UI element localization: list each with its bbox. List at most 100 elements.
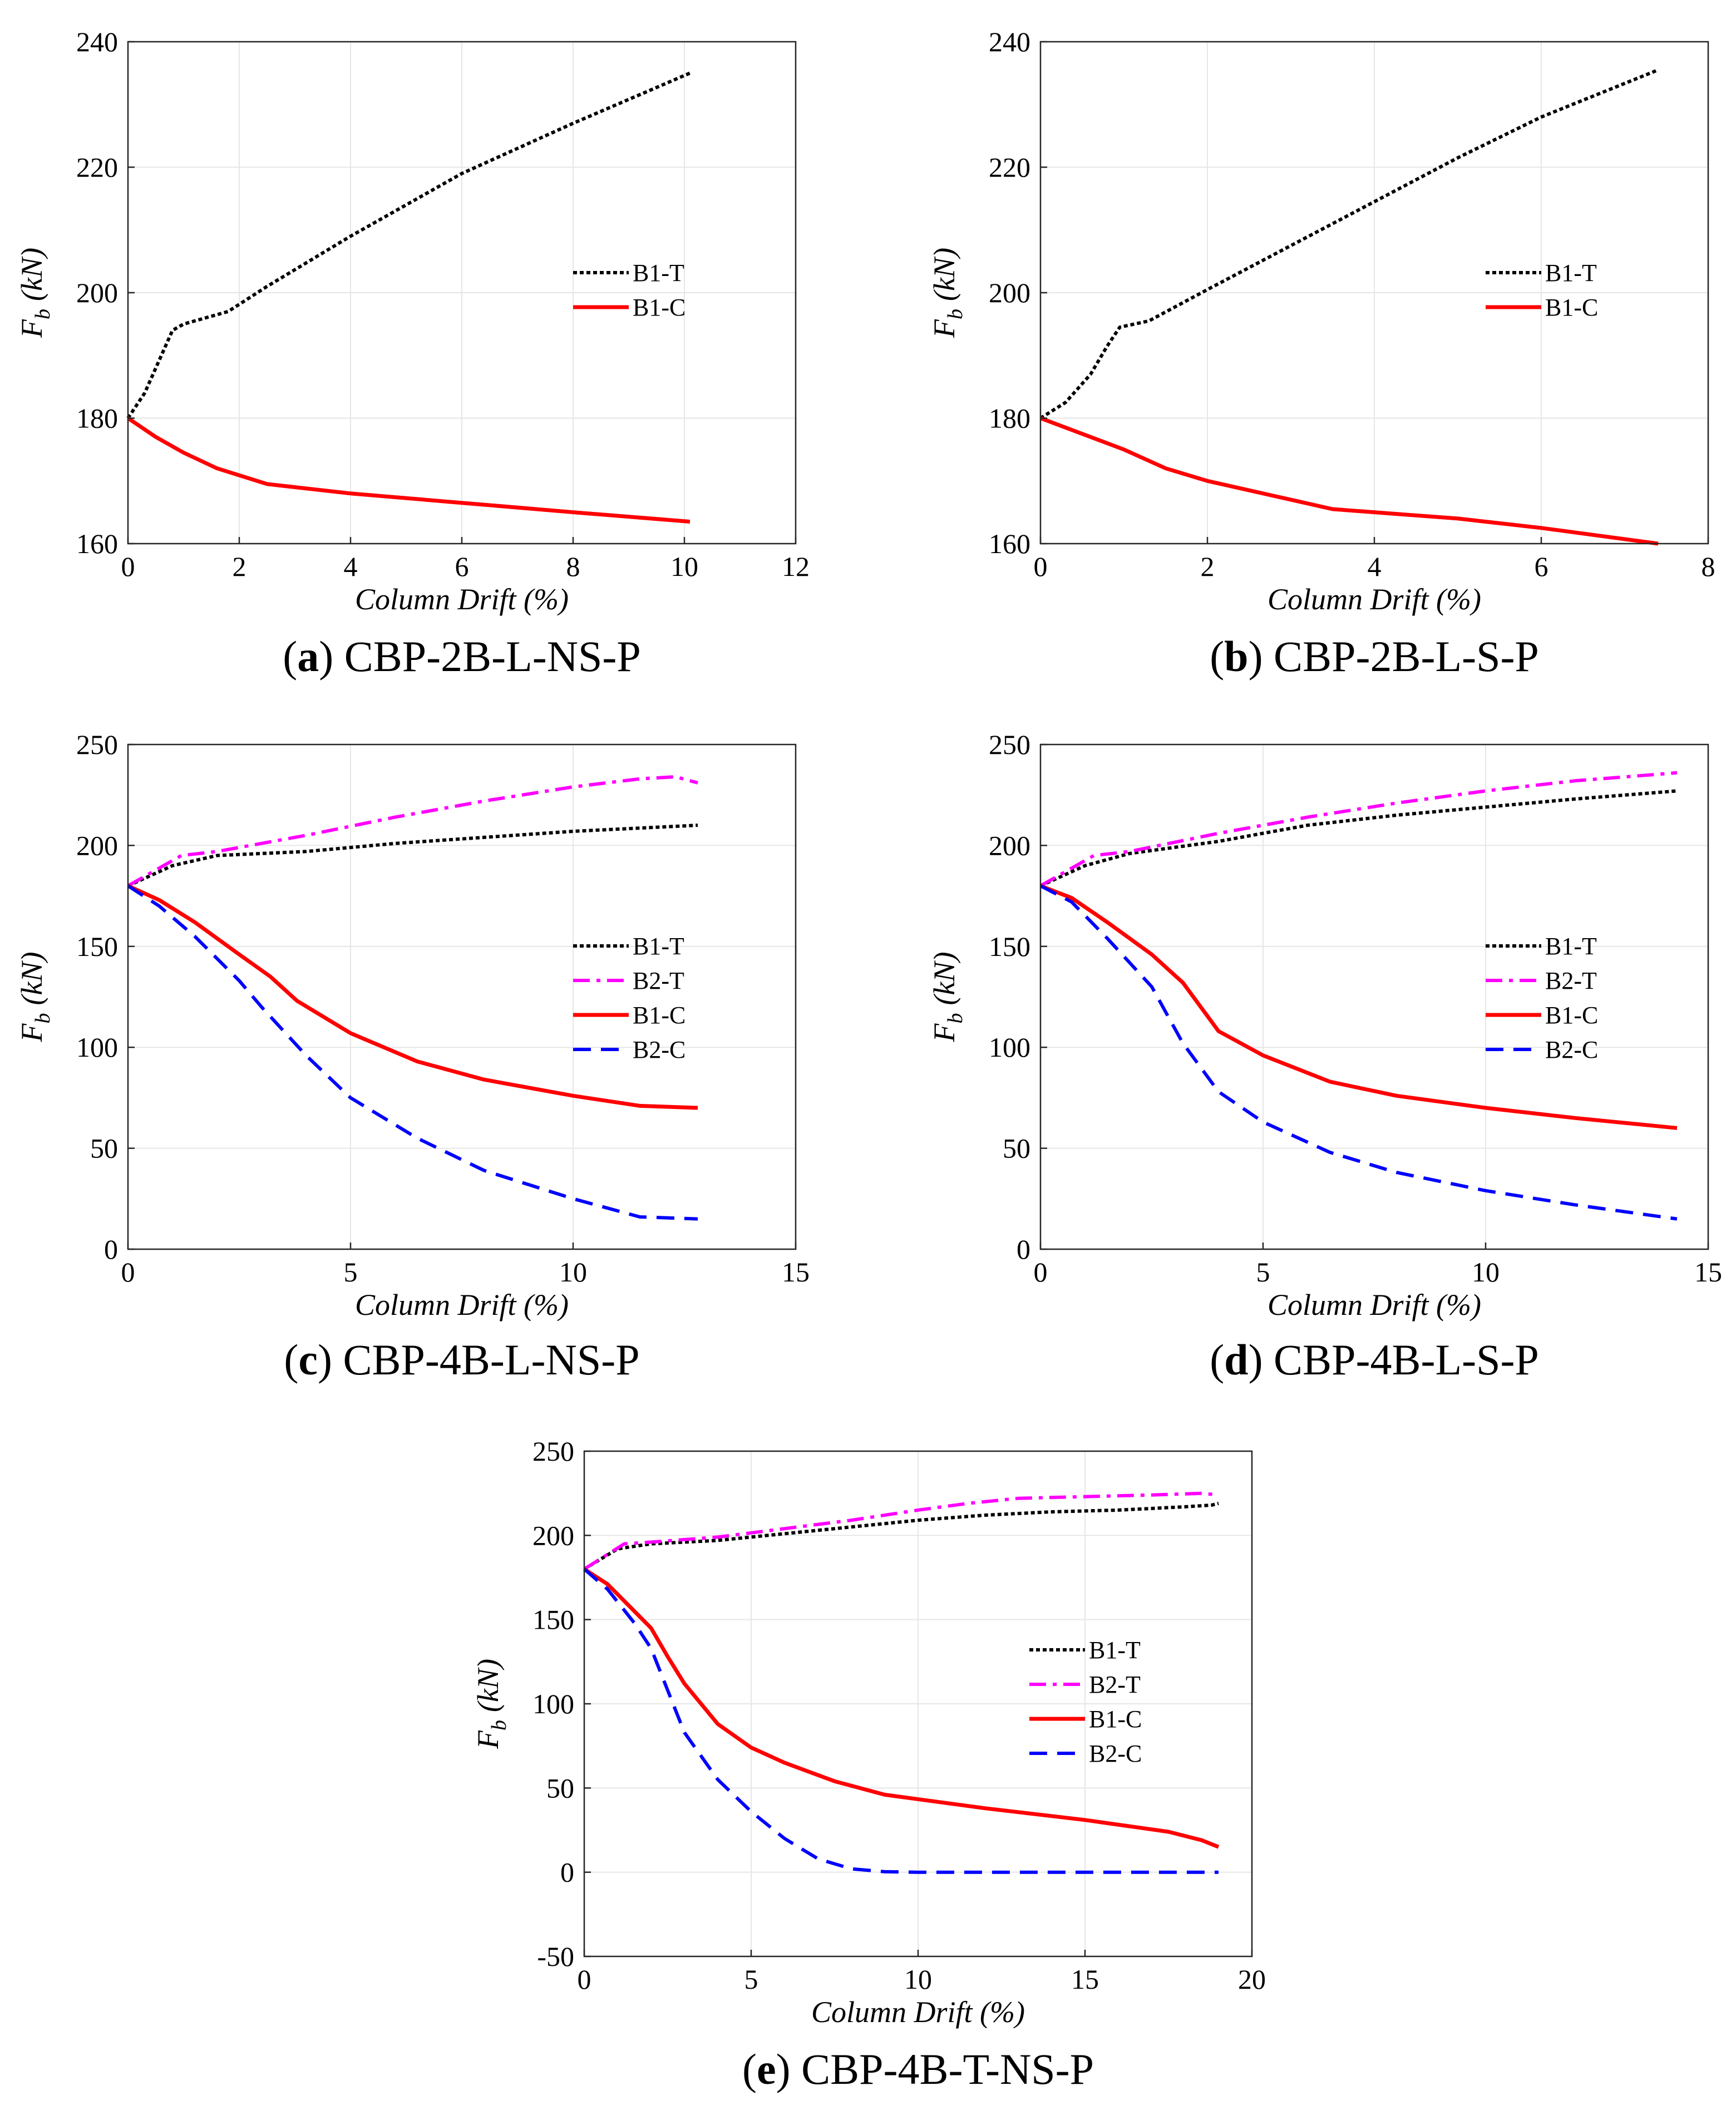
y-axis-label-unit: (kN): [928, 248, 961, 301]
series-line-b1-c: [127, 884, 698, 1110]
x-axis-label: Column Drift (%): [1268, 1288, 1481, 1322]
legend: B1-T B2-T B1-C B2-C: [1029, 1636, 1142, 1767]
legend-label-b2-t: B2-T: [1089, 1671, 1141, 1698]
x-tick-label: 10: [1472, 1256, 1500, 1288]
y-tick-label: 250: [76, 729, 118, 760]
y-tick-label: 220: [989, 152, 1030, 183]
y-tick-label: 200: [989, 830, 1030, 861]
x-tick-label: 2: [233, 551, 246, 582]
y-tick-label: 150: [532, 1604, 574, 1635]
caption-title: CBP-4B-T-NS-P: [801, 2045, 1094, 2093]
series-line-b1-t: [126, 71, 691, 420]
caption-letter: b: [1224, 632, 1248, 681]
x-tick-label: 8: [566, 551, 580, 582]
x-tick-label: 5: [344, 1256, 358, 1288]
series-line-b1-t: [1039, 789, 1678, 888]
caption-paren-open: (: [742, 2045, 757, 2093]
y-axis-label-main: F: [15, 1023, 48, 1042]
y-tick-label: 50: [546, 1772, 574, 1803]
series-line-b2-t: [1039, 771, 1678, 888]
y-tick-label: 160: [989, 528, 1030, 559]
caption-paren-open: (: [1210, 1335, 1224, 1384]
series-line-b1-c: [127, 416, 691, 524]
y-axis-label-sub: b: [31, 1013, 55, 1023]
axes-box: [127, 743, 797, 1250]
y-axis-label: Fb (kN): [928, 248, 967, 338]
y-tick-label: 100: [76, 1032, 118, 1063]
y-tick-label: 150: [989, 931, 1030, 962]
y-tick-label: 200: [989, 277, 1030, 308]
caption-letter: a: [297, 632, 319, 681]
series-line-b1-c: [583, 1567, 1220, 1849]
legend-label-b1-c: B1-C: [1545, 294, 1598, 321]
y-tick-label: 220: [76, 152, 118, 183]
caption-paren-close: ): [319, 632, 344, 681]
y-tick-label: 180: [76, 403, 118, 434]
y-axis-label: Fb (kN): [15, 248, 55, 338]
x-tick-label: 4: [344, 551, 358, 582]
caption-title: CBP-2B-L-NS-P: [344, 632, 641, 681]
y-tick-label: 250: [989, 729, 1030, 760]
x-tick-label: 15: [1071, 1964, 1099, 1995]
legend-label-b2-t: B2-T: [1545, 967, 1597, 994]
legend-label-b1-c: B1-C: [1545, 1002, 1598, 1029]
y-axis-label-main: F: [928, 319, 961, 338]
caption: (b) CBP-2B-L-S-P: [1210, 632, 1539, 681]
y-tick-label: 50: [1003, 1133, 1030, 1164]
x-tick-label: 8: [1702, 551, 1715, 582]
legend-label-b1-c: B1-C: [633, 294, 685, 321]
x-tick-label: 0: [578, 1964, 591, 1995]
x-tick-label: 10: [904, 1964, 932, 1995]
legend-label-b2-t: B2-T: [633, 967, 684, 994]
x-tick-label: 5: [744, 1964, 758, 1995]
caption: (c) CBP-4B-L-NS-P: [284, 1335, 639, 1384]
caption-paren-close: ): [1249, 1335, 1274, 1384]
legend: B1-T B2-T B1-C B2-C: [573, 933, 685, 1063]
y-tick-label: 250: [532, 1436, 574, 1467]
legend-label-b1-t: B1-T: [1089, 1636, 1141, 1664]
y-axis-label-sub: b: [487, 1720, 511, 1731]
series-line-b2-t: [583, 1491, 1219, 1571]
legend: B1-T B2-T B1-C B2-C: [1486, 933, 1598, 1063]
x-tick-label: 20: [1238, 1964, 1266, 1995]
y-tick-label: 150: [76, 931, 118, 962]
x-tick-label: 12: [782, 551, 810, 582]
legend-label-b1-c: B1-C: [1089, 1705, 1142, 1733]
caption-paren-close: ): [1249, 632, 1274, 681]
x-axis-label: Column Drift (%): [355, 1288, 569, 1322]
y-tick-label: 160: [76, 528, 118, 559]
y-tick-label: 0: [1017, 1234, 1030, 1265]
series-line-b1-t: [127, 824, 698, 888]
caption-paren-open: (: [284, 1335, 298, 1384]
y-tick-label: 0: [104, 1234, 118, 1265]
series-line-b2-c: [583, 1567, 1219, 1874]
legend-label-b1-t: B1-T: [1545, 259, 1597, 287]
y-axis-label: Fb (kN): [471, 1659, 511, 1749]
legend-label-b1-c: B1-C: [633, 1002, 685, 1029]
y-axis-label-unit: (kN): [15, 952, 48, 1005]
chart-b: 0 2 4 6 8 160 180 200 220 240 Column Drift (%) Fb (k…: [928, 26, 1715, 681]
x-tick-label: 10: [670, 551, 698, 582]
caption-letter: c: [298, 1335, 318, 1384]
y-axis-label-unit: (kN): [928, 952, 961, 1005]
caption-title: CBP-4B-L-NS-P: [343, 1335, 640, 1384]
series-line-b1-t: [583, 1501, 1219, 1571]
y-axis-label-sub: b: [944, 1013, 967, 1023]
x-tick-label: 15: [782, 1256, 810, 1288]
x-tick-label: 4: [1368, 551, 1382, 582]
axes-box: [1039, 743, 1709, 1250]
x-tick-label: 0: [1034, 1256, 1048, 1288]
caption: (d) CBP-4B-L-S-P: [1210, 1335, 1539, 1384]
y-tick-label: 180: [989, 403, 1030, 434]
legend: B1-T B1-C: [573, 259, 685, 321]
series-line-b1-c: [1039, 416, 1659, 546]
caption-letter: d: [1224, 1335, 1248, 1384]
series-line-b1-c: [1039, 884, 1678, 1130]
y-tick-label: 0: [560, 1857, 574, 1888]
series-line-b2-c: [127, 884, 698, 1221]
y-tick-label: 200: [532, 1520, 574, 1551]
x-axis-label: Column Drift (%): [355, 583, 569, 616]
